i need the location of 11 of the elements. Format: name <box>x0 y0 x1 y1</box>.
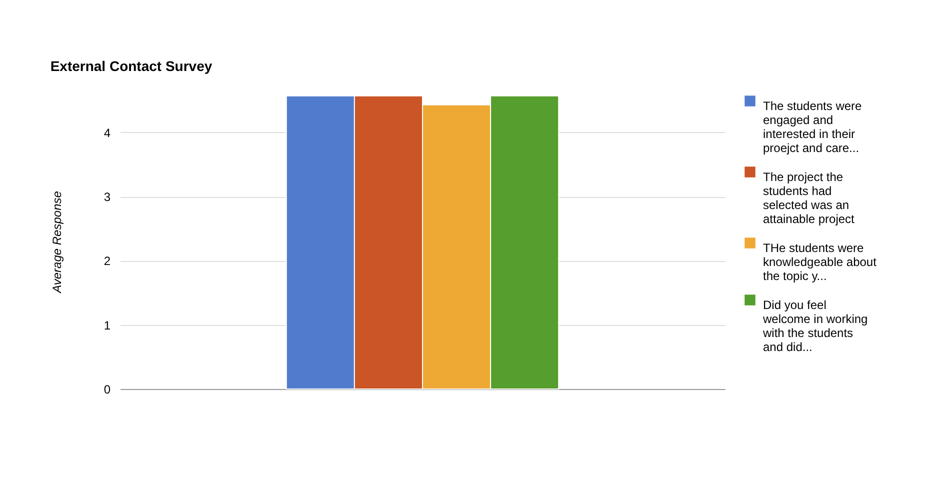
legend-label: THe students were knowledgeable about the topic y... <box>763 241 878 283</box>
y-tick-label: 4 <box>104 126 111 140</box>
legend-label: The project the students had selected was an attainable project <box>763 170 856 226</box>
y-tick-label: 1 <box>104 318 111 332</box>
y-axis-title: Average Response <box>50 190 64 294</box>
y-tick-label: 2 <box>104 254 111 268</box>
y-tick-label: 0 <box>104 382 111 396</box>
legend-label: Did you feel welcome in working with the students and did... <box>762 298 868 354</box>
chart-title: External Contact Survey <box>50 58 212 74</box>
legend-label: The students were engaged and interested in their proejct and care... <box>763 99 862 155</box>
y-tick-label: 3 <box>104 190 111 204</box>
